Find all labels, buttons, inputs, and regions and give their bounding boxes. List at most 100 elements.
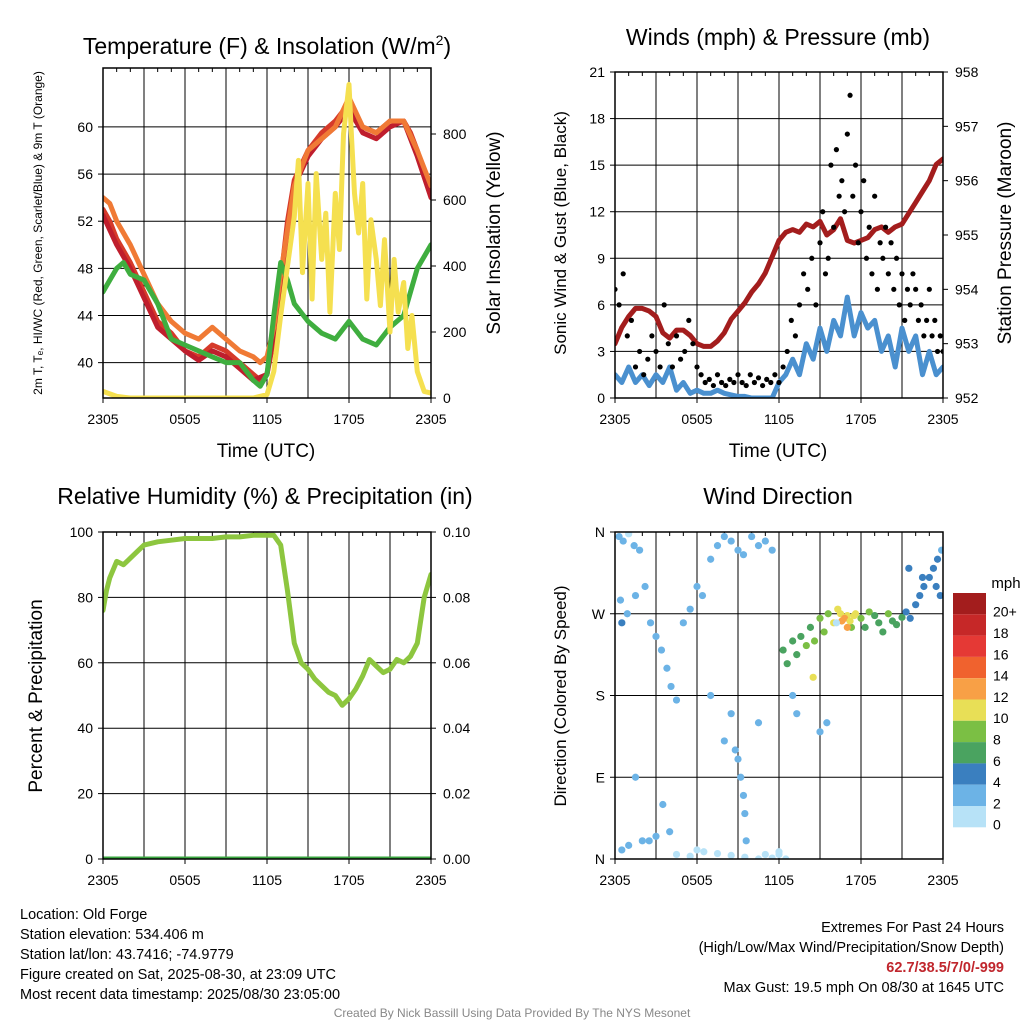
- direction-direction-point: [720, 737, 728, 745]
- winds-gust-point: [874, 286, 881, 292]
- direction-direction-point: [824, 610, 832, 618]
- direction-direction-point: [802, 641, 810, 650]
- temperature-xtick-label: 2305: [87, 411, 118, 427]
- direction-direction-point: [727, 537, 735, 545]
- winds-gust-point: [891, 286, 897, 292]
- direction-direction-point: [652, 632, 660, 641]
- direction-direction-point: [912, 601, 920, 609]
- direction-direction-point: [686, 605, 694, 613]
- humidity-ytick-label: 40: [77, 720, 93, 736]
- direction-legend-swatch: [953, 742, 986, 764]
- winds-y2tick-label: 955: [955, 227, 979, 243]
- temperature-y2tick-label: 200: [443, 324, 467, 340]
- latlon-text: Station lat/lon: 43.7416; -74.9779: [20, 947, 234, 963]
- direction-direction-point: [789, 637, 797, 645]
- winds-gust-point: [831, 224, 837, 230]
- humidity-xtick-label: 1705: [333, 872, 364, 888]
- temperature-series-line-3: [103, 242, 431, 389]
- direction-legend-label: 14: [993, 668, 1009, 684]
- direction-direction-point: [793, 651, 801, 659]
- winds-gust-point: [649, 333, 655, 339]
- extremes-values: 62.7/38.5/7/0/-999: [886, 960, 1004, 976]
- temperature-title: Temperature (F) & Insolation (W/m2): [83, 32, 451, 59]
- humidity-ytick-label: 100: [70, 524, 94, 540]
- direction-direction-point: [638, 837, 646, 845]
- winds-gust-point: [735, 372, 741, 378]
- winds-gust-point: [637, 348, 643, 355]
- direction-legend-swatch: [953, 635, 986, 657]
- winds-gust-point: [855, 240, 861, 246]
- winds-gust-point: [921, 333, 927, 339]
- direction-direction-point: [636, 546, 644, 554]
- direction-direction-point: [727, 851, 735, 859]
- humidity-frame: [102, 531, 432, 860]
- direction-direction-point: [672, 696, 681, 704]
- direction-direction-point: [737, 773, 745, 781]
- winds-gust-point: [669, 364, 676, 370]
- direction-direction-point: [693, 582, 701, 591]
- humidity-ytick-label: 20: [77, 786, 93, 802]
- elevation-text: Station elevation: 534.406 m: [20, 927, 204, 943]
- direction-direction-point: [734, 546, 742, 554]
- winds-gust-point: [836, 193, 842, 199]
- direction-frame: [614, 531, 944, 860]
- winds-series-group: [615, 92, 943, 398]
- direction-direction-point: [641, 582, 649, 591]
- direction-xtick-label: 2305: [599, 872, 630, 888]
- winds-gust-point: [768, 379, 774, 386]
- winds-gust-point: [714, 372, 721, 378]
- winds-y2tick-label: 958: [955, 64, 979, 80]
- direction-direction-point: [625, 532, 633, 538]
- direction-direction-point: [823, 719, 831, 727]
- winds-ylabel-right: Station Pressure (Maroon): [995, 122, 1016, 345]
- direction-legend-label: 6: [993, 753, 1001, 769]
- winds-gust-point: [937, 333, 943, 339]
- winds-gust-point: [850, 193, 856, 199]
- winds-gust-point: [632, 364, 639, 370]
- direction-direction-point: [878, 0, 885, 4]
- winds-gust-point: [641, 372, 647, 378]
- direction-direction-point: [884, 610, 892, 618]
- winds-gust-point: [902, 317, 908, 323]
- winds-gust-point: [751, 379, 758, 386]
- direction-ytick-label: E: [596, 769, 605, 785]
- temperature-xtick-label: 2305: [415, 411, 446, 427]
- direction-direction-point: [933, 555, 942, 563]
- winds-gust-point: [698, 372, 704, 378]
- winds-gust-point: [780, 364, 786, 370]
- direction-direction-point: [793, 710, 801, 718]
- direction-direction-point: [768, 854, 776, 859]
- direction-legend-label: 18: [993, 625, 1009, 641]
- direction-direction-point: [779, 646, 787, 654]
- direction-direction-point: [775, 848, 783, 856]
- direction-direction-point: [797, 632, 805, 641]
- winds-gust-point: [739, 379, 745, 386]
- direction-direction-point: [663, 664, 671, 672]
- winds-gust-point: [861, 178, 867, 184]
- direction-direction-point: [918, 573, 927, 582]
- extremes-subtitle: (High/Low/Max Wind/Precipitation/Snow De…: [698, 940, 1004, 956]
- winds-gust-point: [645, 356, 651, 362]
- winds-gust-point: [924, 317, 930, 323]
- winds-xtick-label: 2305: [927, 411, 958, 427]
- winds-gust-point: [828, 162, 834, 168]
- direction-direction-point: [713, 849, 722, 858]
- direction-legend-swatch: [953, 656, 986, 679]
- winds-gust-point: [817, 240, 823, 246]
- winds-gust-point: [893, 255, 900, 261]
- temperature-ytick-label: 48: [77, 260, 93, 276]
- winds-y2tick-label: 954: [955, 281, 979, 297]
- winds-xtick-label: 1705: [845, 411, 876, 427]
- winds-gust-point: [839, 178, 845, 184]
- temperature-xlabel: Time (UTC): [217, 441, 316, 462]
- direction-direction-point: [731, 746, 739, 754]
- humidity-series-line-0: [103, 532, 431, 708]
- extremes-title: Extremes For Past 24 Hours: [821, 920, 1004, 936]
- winds-gust-point: [694, 364, 700, 370]
- winds-gust-point: [899, 271, 905, 277]
- direction-direction-point: [768, 546, 776, 554]
- temperature-ytick-label: 60: [77, 119, 93, 135]
- direction-direction-point: [686, 852, 694, 859]
- direction-direction-point: [806, 623, 815, 631]
- winds-frame: [614, 71, 944, 399]
